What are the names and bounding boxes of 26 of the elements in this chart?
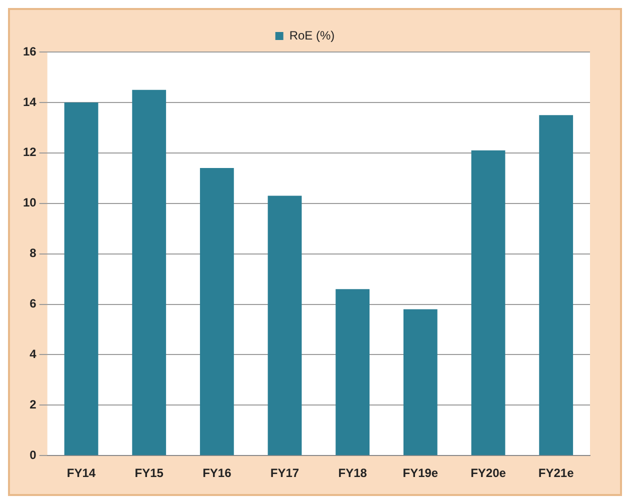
x-tick-label: FY16 [202, 466, 232, 480]
bar [64, 102, 98, 456]
y-tick-label: 10 [22, 196, 37, 210]
y-tick-label: 6 [30, 296, 37, 311]
x-tick-label: FY21e [538, 466, 574, 480]
legend-label: RoE (%) [289, 28, 335, 42]
y-tick-label: 8 [30, 246, 37, 260]
x-tick-label: FY20e [470, 466, 506, 480]
y-tick-label: 12 [22, 145, 37, 160]
x-tick-label: FY17 [270, 466, 300, 480]
bar [471, 150, 506, 456]
bar [132, 90, 166, 456]
y-tick-label: 4 [30, 347, 37, 362]
x-tick-label: FY15 [134, 466, 164, 480]
y-tick-label: 16 [22, 44, 37, 58]
y-tick-label: 2 [30, 397, 37, 412]
bar [336, 289, 370, 456]
bar [268, 196, 302, 456]
y-tick-label: 14 [22, 94, 37, 109]
bar [539, 115, 574, 456]
bar [403, 309, 438, 456]
y-tick-label: 0 [30, 448, 37, 462]
x-tick-label: FY18 [338, 466, 368, 480]
x-tick-label: FY19e [402, 466, 438, 480]
bar [200, 168, 234, 456]
x-tick-label: FY14 [66, 466, 96, 480]
